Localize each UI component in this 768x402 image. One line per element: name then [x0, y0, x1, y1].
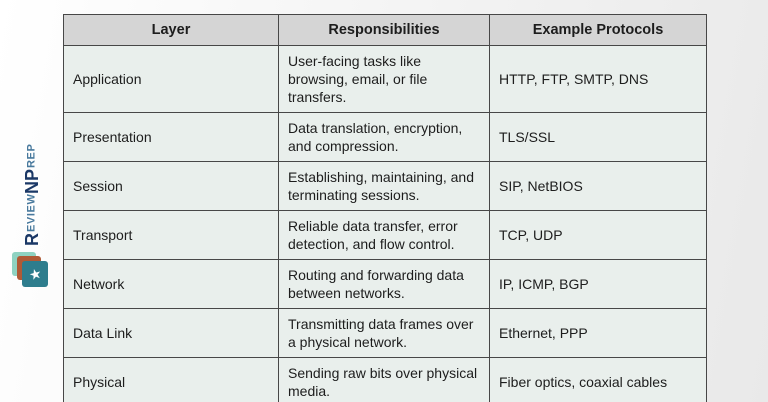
brand-letter-p: P: [22, 168, 42, 181]
brand-text-rep: REP: [25, 143, 38, 169]
brand-stacked-squares-icon: ★: [12, 252, 52, 298]
logo-square-front-icon: ★: [22, 261, 48, 287]
brand-logo: R EVIEW N P REP ★: [6, 110, 58, 300]
layer-cell: Presentation: [63, 112, 279, 162]
header-row: Layer Responsibilities Example Protocols: [63, 14, 707, 46]
protocols-cell: HTTP, FTP, SMTP, DNS: [489, 45, 707, 113]
responsibilities-cell: Establishing, maintaining, and terminati…: [278, 161, 490, 211]
layer-cell: Network: [63, 259, 279, 309]
layer-cell: Application: [63, 45, 279, 113]
brand-letter-r: R: [22, 232, 42, 247]
responsibilities-cell: Transmitting data frames over a physical…: [278, 308, 490, 358]
protocols-cell: Ethernet, PPP: [489, 308, 707, 358]
responsibilities-cell: User-facing tasks like browsing, email, …: [278, 45, 490, 113]
star-icon: ★: [26, 264, 44, 284]
brand-letter-n: N: [22, 180, 42, 195]
table-row-physical: Physical Sending raw bits over physical …: [63, 357, 707, 402]
protocols-cell: IP, ICMP, BGP: [489, 259, 707, 309]
column-header-layer: Layer: [63, 14, 279, 46]
brand-text-eview: EVIEW: [25, 194, 38, 233]
table-row-application: Application User-facing tasks like brows…: [63, 45, 707, 113]
table-row-presentation: Presentation Data translation, encryptio…: [63, 112, 707, 162]
layer-cell: Transport: [63, 210, 279, 260]
responsibilities-cell: Data translation, encryption, and compre…: [278, 112, 490, 162]
table-row-data-link: Data Link Transmitting data frames over …: [63, 308, 707, 358]
brand-logo-text: R EVIEW N P REP: [22, 110, 42, 247]
column-header-example-protocols: Example Protocols: [489, 14, 707, 46]
protocols-cell: SIP, NetBIOS: [489, 161, 707, 211]
responsibilities-cell: Reliable data transfer, error detection,…: [278, 210, 490, 260]
protocols-cell: Fiber optics, coaxial cables: [489, 357, 707, 402]
table-row-network: Network Routing and forwarding data betw…: [63, 259, 707, 309]
responsibilities-cell: Sending raw bits over physical media.: [278, 357, 490, 402]
osi-layers-table: Layer Responsibilities Example Protocols…: [63, 14, 707, 402]
layer-cell: Session: [63, 161, 279, 211]
layer-cell: Physical: [63, 357, 279, 402]
responsibilities-cell: Routing and forwarding data between netw…: [278, 259, 490, 309]
protocols-cell: TCP, UDP: [489, 210, 707, 260]
layer-cell: Data Link: [63, 308, 279, 358]
table-row-session: Session Establishing, maintaining, and t…: [63, 161, 707, 211]
protocols-cell: TLS/SSL: [489, 112, 707, 162]
table-row-transport: Transport Reliable data transfer, error …: [63, 210, 707, 260]
column-header-responsibilities: Responsibilities: [278, 14, 490, 46]
